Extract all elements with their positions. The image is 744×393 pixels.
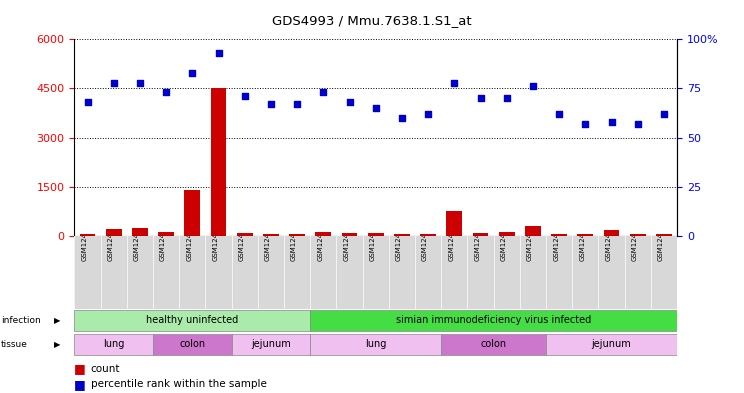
Bar — [237, 233, 252, 236]
Text: GSM1249386: GSM1249386 — [318, 215, 324, 261]
Bar — [80, 234, 95, 236]
Bar — [546, 334, 677, 354]
Bar — [263, 234, 279, 236]
Text: GSM1249366: GSM1249366 — [475, 215, 481, 261]
Point — [658, 111, 670, 117]
Bar — [341, 233, 357, 236]
Bar — [577, 234, 593, 236]
Text: GSM1249371: GSM1249371 — [213, 215, 219, 261]
Point — [160, 89, 172, 95]
Bar — [525, 226, 541, 236]
Bar — [158, 231, 174, 236]
Text: percentile rank within the sample: percentile rank within the sample — [91, 379, 266, 389]
Point — [108, 79, 120, 86]
Text: colon: colon — [179, 339, 205, 349]
Text: GSM1249368: GSM1249368 — [527, 215, 533, 261]
Text: GSM1249387: GSM1249387 — [344, 215, 350, 261]
Point — [501, 95, 513, 101]
Point — [82, 99, 94, 105]
Point — [318, 89, 330, 95]
Bar — [472, 233, 488, 236]
Text: GSM1249380: GSM1249380 — [239, 215, 245, 261]
Text: GSM1249392: GSM1249392 — [108, 215, 114, 261]
Point — [580, 121, 591, 127]
Point — [527, 83, 539, 90]
Point — [632, 121, 644, 127]
Text: ▶: ▶ — [54, 316, 61, 325]
Text: GSM1249379: GSM1249379 — [658, 215, 664, 261]
Bar — [551, 235, 567, 236]
Text: GSM1249369: GSM1249369 — [160, 215, 166, 261]
Point — [396, 115, 408, 121]
Bar — [310, 334, 441, 354]
Text: ■: ■ — [74, 378, 90, 391]
Text: GSM1249393: GSM1249393 — [134, 215, 140, 261]
Point — [344, 99, 356, 105]
Text: tissue: tissue — [1, 340, 28, 349]
Text: GSM1249370: GSM1249370 — [186, 215, 192, 261]
Point — [370, 105, 382, 111]
Bar — [368, 233, 384, 236]
Point — [422, 111, 434, 117]
Bar — [106, 229, 121, 236]
Text: lung: lung — [365, 339, 386, 349]
Bar — [656, 234, 672, 236]
Text: GSM1249378: GSM1249378 — [632, 215, 638, 261]
Point — [134, 79, 146, 86]
Text: GSM1249390: GSM1249390 — [422, 215, 428, 261]
Bar — [231, 334, 310, 354]
Bar — [310, 310, 677, 331]
Bar — [394, 234, 410, 236]
Text: GSM1249389: GSM1249389 — [396, 215, 402, 261]
Text: lung: lung — [103, 339, 124, 349]
Bar — [211, 88, 226, 236]
Bar — [185, 190, 200, 236]
Bar — [74, 334, 153, 354]
Bar — [289, 234, 305, 236]
Text: GSM1249381: GSM1249381 — [265, 215, 271, 261]
Text: simian immunodeficiency virus infected: simian immunodeficiency virus infected — [396, 315, 591, 325]
Point — [449, 79, 461, 86]
Text: infection: infection — [1, 316, 40, 325]
Point — [239, 93, 251, 99]
Text: GSM1249377: GSM1249377 — [606, 215, 612, 261]
Bar — [630, 234, 646, 236]
Text: GSM1249375: GSM1249375 — [553, 215, 559, 261]
Point — [213, 50, 225, 56]
Text: jejunum: jejunum — [591, 339, 632, 349]
Text: GSM1249367: GSM1249367 — [501, 215, 507, 261]
Text: GSM1249391: GSM1249391 — [82, 215, 88, 261]
Text: count: count — [91, 364, 121, 374]
Point — [475, 95, 487, 101]
Text: colon: colon — [481, 339, 507, 349]
Bar — [441, 334, 546, 354]
Bar — [74, 310, 310, 331]
Text: jejunum: jejunum — [251, 339, 291, 349]
Bar — [315, 231, 331, 236]
Point — [291, 101, 303, 107]
Text: GSM1249365: GSM1249365 — [449, 215, 455, 261]
Text: GSM1249388: GSM1249388 — [370, 215, 376, 261]
Text: ■: ■ — [74, 362, 90, 375]
Text: GSM1249382: GSM1249382 — [291, 215, 297, 261]
Bar — [499, 232, 515, 236]
Point — [186, 70, 198, 76]
Bar — [153, 334, 231, 354]
Bar — [420, 234, 436, 236]
Bar — [446, 211, 462, 236]
Text: GDS4993 / Mmu.7638.1.S1_at: GDS4993 / Mmu.7638.1.S1_at — [272, 14, 472, 27]
Point — [554, 111, 565, 117]
Text: ▶: ▶ — [54, 340, 61, 349]
Text: healthy uninfected: healthy uninfected — [146, 315, 238, 325]
Point — [606, 119, 618, 125]
Bar — [603, 230, 620, 236]
Point — [265, 101, 277, 107]
Text: GSM1249376: GSM1249376 — [580, 215, 586, 261]
Bar — [132, 228, 148, 236]
